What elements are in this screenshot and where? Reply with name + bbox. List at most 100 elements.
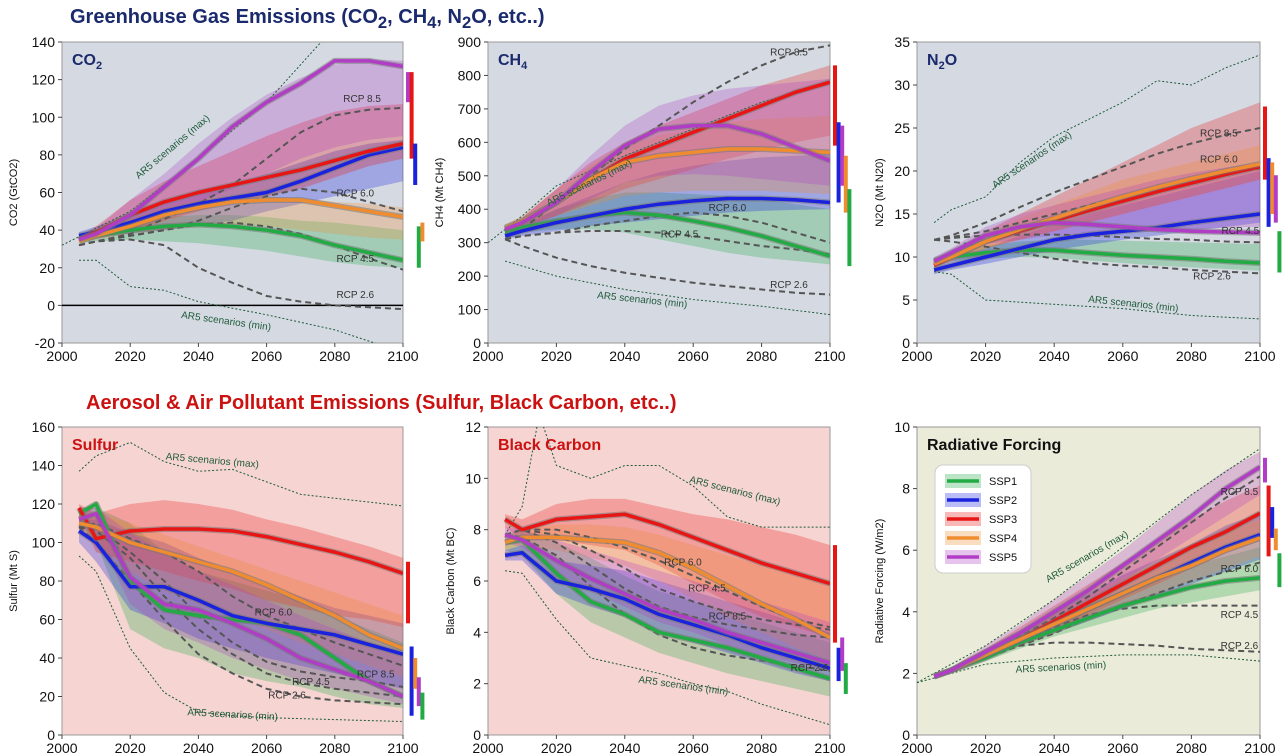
y-tick-label: 5	[902, 292, 910, 308]
rcp-label: RCP 4.5c	[1222, 226, 1265, 237]
series-line-ssp2	[504, 196, 830, 238]
series-line-ssp2	[78, 145, 403, 238]
y-tick-label: 40	[39, 222, 55, 238]
y-tick-label: 2	[473, 676, 481, 692]
y-tick-label: 25	[894, 120, 910, 136]
y-tick-label: 10	[465, 470, 481, 486]
y-axis-label: N2O (Mt N20)	[874, 158, 886, 226]
legend-label-ssp2: SSP2	[989, 495, 1017, 507]
y-tick-label: 4	[902, 604, 910, 620]
panel-title-text: Black Carbon	[498, 437, 601, 454]
rcp-label: RCP 2.6	[791, 663, 829, 674]
y-tick-label: 12	[465, 419, 481, 435]
rcp-label: RCP 8.5	[709, 612, 747, 623]
y-tick-label: -20	[35, 335, 55, 351]
rcp-label: RCP 6.0	[664, 558, 702, 569]
series-line-ssp5	[933, 220, 1260, 263]
x-tick-label: 2000	[901, 348, 932, 364]
panel-title: Radiative Forcing	[927, 437, 1061, 454]
x-tick-label: 2060	[1107, 348, 1138, 364]
x-tick-label: 2040	[1039, 740, 1070, 756]
range-band-ssp1	[505, 192, 830, 265]
panel-title: N2O	[927, 52, 957, 72]
x-tick-label: 2060	[251, 740, 282, 756]
x-tick-label: 2040	[183, 348, 214, 364]
x-tick-label: 2060	[678, 740, 709, 756]
chart-panel-n2o: 0 5 10 15 20 25 30 35 2000 2020 2040 2060 2080 2100 N2…	[874, 34, 1282, 364]
range-band-ssp5	[79, 507, 403, 705]
range-band-ssp5	[934, 451, 1260, 679]
x-tick-label: 2080	[746, 348, 777, 364]
y-tick-label: 140	[32, 34, 56, 50]
rcp-label: RCP 4.5	[336, 254, 374, 265]
series-line-ssp3	[77, 507, 403, 575]
plot-area	[61, 426, 404, 736]
x-tick-label: 2060	[251, 348, 282, 364]
y-tick-label: 2	[902, 665, 910, 681]
series-line-ssp4	[933, 162, 1260, 266]
y-tick-label: 800	[458, 67, 482, 83]
ar5-label: AR5 scenarios (min)	[1015, 660, 1106, 676]
y-tick-label: 4	[473, 624, 481, 640]
x-tick-label: 2000	[46, 740, 77, 756]
plot-area	[487, 41, 831, 344]
x-tick-label: 2060	[678, 348, 709, 364]
rcp-line	[504, 238, 830, 296]
x-tick-label: 2060	[1107, 740, 1138, 756]
y-tick-label: 6	[902, 542, 910, 558]
y-tick-label: 8	[902, 481, 910, 497]
legend-box	[934, 464, 1032, 574]
y-tick-label: 120	[32, 496, 56, 512]
y-tick-label: 60	[39, 612, 55, 628]
x-tick-label: 2020	[541, 348, 572, 364]
x-tick-label: 2020	[115, 348, 146, 364]
y-tick-label: 60	[39, 185, 55, 201]
ar5-line-min	[505, 570, 830, 726]
rcp-label: RCP 2.6	[1221, 641, 1259, 652]
ar5-line-max	[933, 54, 1260, 223]
rcp-line	[79, 526, 403, 688]
plot-area	[916, 41, 1261, 344]
ar5-label: AR5 scenarios (min)	[187, 707, 278, 723]
y-tick-label: 0	[473, 335, 481, 351]
ar5-line-min	[79, 259, 377, 343]
y-axis-label: Radiative Forcing (W/m2)	[874, 519, 886, 644]
series-line-ssp2	[78, 529, 403, 656]
ar5-line-min	[504, 260, 830, 316]
rcp-label: RCP 6.0	[336, 188, 374, 199]
x-tick-label: 2040	[609, 348, 640, 364]
y-tick-label: 15	[894, 206, 910, 222]
ar5-line-min	[78, 555, 403, 723]
rcp-line	[933, 127, 1260, 241]
plot-area	[487, 426, 831, 736]
y-tick-label: 30	[894, 77, 910, 93]
y-tick-label: 300	[458, 235, 482, 251]
legend-label-ssp4: SSP4	[989, 533, 1017, 545]
rcp-label: RCP 2.6	[336, 290, 374, 301]
ar5-line-max	[917, 448, 1260, 684]
series-line-ssp5	[78, 59, 403, 242]
rcp-label: RCP 2.6	[770, 280, 808, 291]
panel-title-text: CO	[72, 52, 96, 69]
y-tick-label: 100	[32, 535, 56, 551]
rcp-label: RCP 6.0	[255, 608, 293, 619]
rcp-label: RCP 4.5	[688, 583, 726, 594]
rcp-line	[78, 526, 403, 698]
panel-title-text: Radiative Forcing	[927, 437, 1061, 454]
y-axis-label: CH4 (Mt CH4)	[434, 158, 446, 228]
panel-title-text: Sulfur	[72, 437, 118, 454]
x-tick-label: 2020	[541, 740, 572, 756]
rcp-label: RCP 8.5	[1221, 487, 1259, 498]
panel-title-text: CH	[498, 52, 521, 69]
rcp-line	[78, 526, 403, 706]
ghg-title-sub-1: 2	[377, 13, 388, 32]
y-axis-label: Black Carbon (Mt BC)	[445, 528, 457, 635]
series-line-ssp2	[504, 551, 830, 670]
rcp-label: RCP 2.6	[268, 690, 306, 701]
y-tick-label: 120	[32, 72, 56, 88]
